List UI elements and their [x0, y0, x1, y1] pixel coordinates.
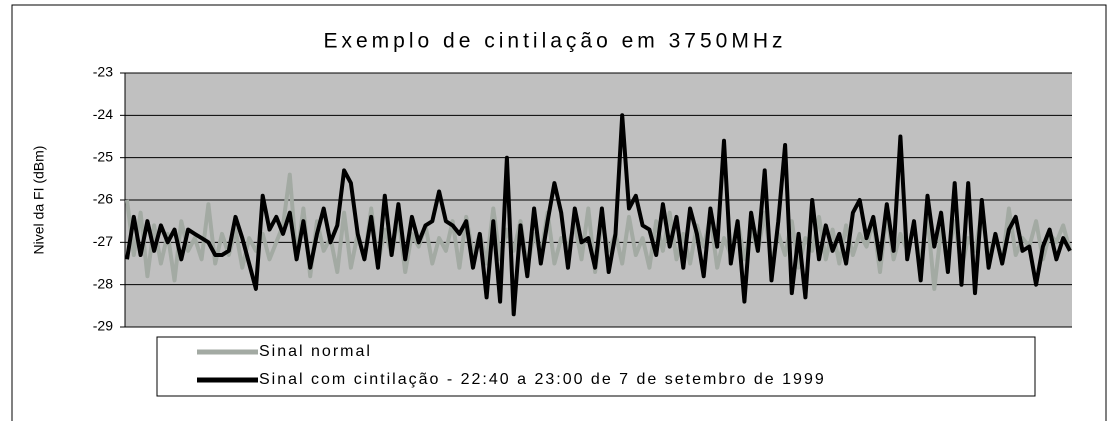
- y-tick-label: -27: [93, 233, 113, 249]
- legend-label: Sinal normal: [259, 343, 372, 360]
- legend-label: Sinal com cintilação - 22:40 a 23:00 de …: [259, 371, 826, 388]
- y-axis-label: Nivel da FI (dBm): [31, 146, 47, 255]
- series-line: [125, 113, 1072, 317]
- legend-box: [156, 336, 1036, 397]
- y-tick-label: -24: [93, 106, 113, 122]
- chart-title: Exemplo de cintilação em 3750MHz: [324, 30, 787, 53]
- y-tick-label: -23: [93, 64, 113, 80]
- y-tick-label: -29: [93, 318, 113, 334]
- y-tick-label: -28: [93, 275, 113, 291]
- y-tick-label: -26: [93, 191, 113, 207]
- y-tick-label: -25: [93, 148, 113, 164]
